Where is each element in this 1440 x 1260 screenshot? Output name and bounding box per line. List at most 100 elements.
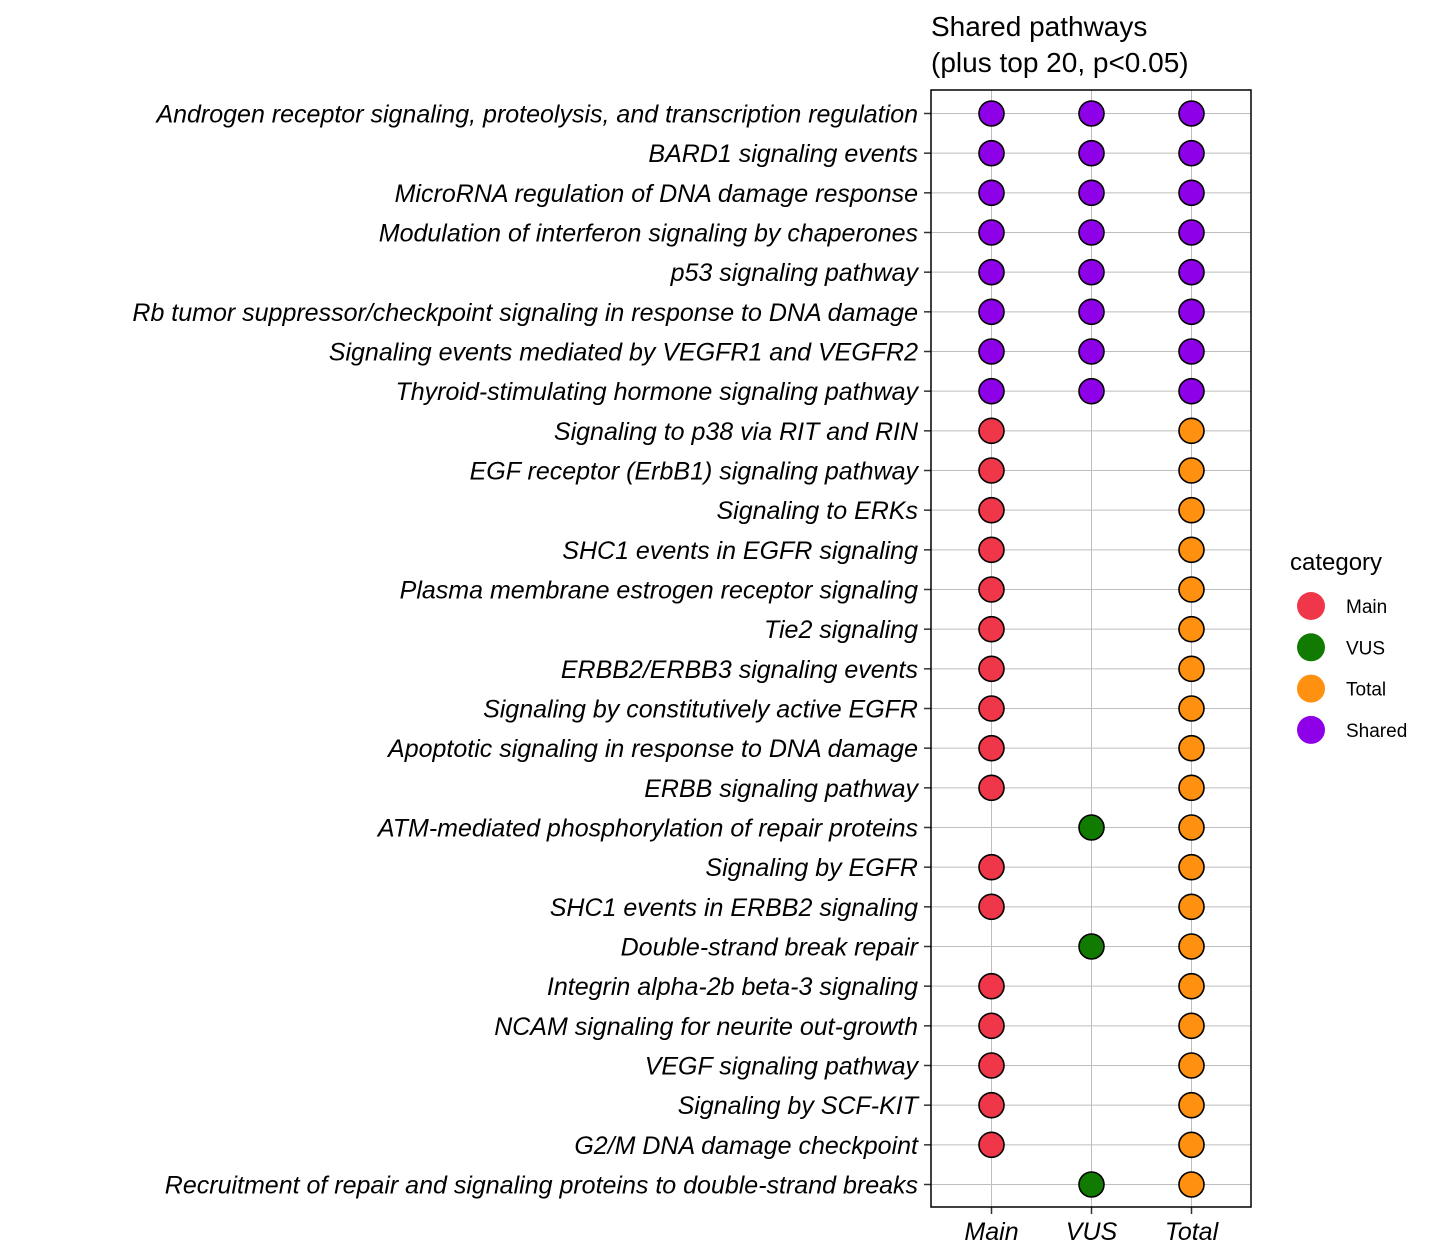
point-main — [978, 695, 1005, 722]
y-tick-label: ATM-mediated phosphorylation of repair p… — [376, 815, 918, 843]
point-shared — [1178, 179, 1205, 207]
point-main — [978, 655, 1005, 683]
point-shared — [978, 100, 1005, 127]
point-shared — [1078, 139, 1105, 167]
gridlines — [924, 90, 1251, 1214]
y-tick-label: p53 signaling pathway — [670, 259, 920, 287]
point-shared — [1178, 100, 1205, 127]
legend-key-total — [1297, 674, 1325, 703]
legend-label: Total — [1346, 680, 1386, 701]
y-axis-labels: Androgen receptor signaling, proteolysis… — [132, 101, 919, 1200]
y-tick-label: Thyroid-stimulating hormone signaling pa… — [396, 378, 920, 406]
point-total — [1178, 1012, 1205, 1040]
legend-label: Main — [1346, 597, 1387, 618]
y-tick-label: G2/M DNA damage checkpoint — [574, 1132, 919, 1160]
point-shared — [1178, 298, 1205, 326]
point-shared — [1078, 219, 1105, 246]
point-main — [978, 576, 1005, 603]
y-tick-label: Tie2 signaling — [764, 616, 918, 644]
point-shared — [978, 219, 1005, 246]
legend-title: category — [1290, 549, 1382, 576]
point-total — [1178, 457, 1205, 484]
point-main — [978, 457, 1005, 484]
point-main — [978, 615, 1005, 643]
legend-key-main — [1297, 592, 1325, 620]
point-total — [1178, 893, 1205, 921]
y-tick-label: VEGF signaling pathway — [645, 1053, 920, 1081]
x-axis-labels: Main VUS Total — [964, 1218, 1219, 1246]
point-main — [978, 774, 1005, 802]
y-tick-label: ERBB signaling pathway — [644, 775, 919, 803]
point-shared — [1078, 377, 1105, 405]
y-tick-label: Signaling by EGFR — [705, 854, 918, 882]
point-shared — [978, 139, 1005, 167]
y-tick-label: Apoptotic signaling in response to DNA d… — [386, 735, 918, 763]
y-tick-label: Modulation of interferon signaling by ch… — [379, 220, 918, 248]
point-total — [1178, 417, 1205, 445]
y-tick-label: Signaling by SCF-KIT — [678, 1092, 920, 1120]
y-tick-label: Double-strand break repair — [621, 934, 920, 962]
point-shared — [978, 179, 1005, 207]
y-tick-label: MicroRNA regulation of DNA damage respon… — [395, 180, 918, 208]
point-shared — [978, 377, 1005, 405]
point-total — [1178, 655, 1205, 683]
y-tick-label: NCAM signaling for neurite out-growth — [494, 1013, 918, 1041]
legend: category Main VUS Total Shared — [1290, 549, 1407, 744]
y-tick-label: Signaling events mediated by VEGFR1 and … — [329, 339, 918, 367]
point-total — [1178, 695, 1205, 722]
point-total — [1178, 814, 1205, 841]
legend-key-shared — [1297, 715, 1325, 744]
point-shared — [1178, 139, 1205, 167]
x-tick-label: Main — [964, 1218, 1018, 1246]
y-tick-label: Signaling by constitutively active EGFR — [483, 696, 918, 724]
point-shared — [1078, 179, 1105, 207]
y-tick-label: Rb tumor suppressor/checkpoint signaling… — [132, 299, 918, 327]
point-shared — [978, 338, 1005, 365]
point-main — [978, 1131, 1005, 1159]
y-tick-label: ERBB2/ERBB3 signaling events — [561, 656, 918, 684]
y-tick-label: Signaling to ERKs — [716, 497, 918, 525]
chart-title-line-2: (plus top 20, p<0.05) — [931, 47, 1189, 78]
panel-border — [930, 89, 1252, 1208]
y-tick-label: Signaling to p38 via RIT and RIN — [554, 418, 919, 446]
point-main — [978, 496, 1005, 524]
point-main — [978, 417, 1005, 445]
legend-key-vus — [1297, 633, 1325, 662]
point-total — [1178, 972, 1205, 1000]
point-shared — [1078, 100, 1105, 127]
data-points — [978, 100, 1205, 1198]
point-shared — [1178, 219, 1205, 246]
point-total — [1178, 1171, 1205, 1198]
point-total — [1178, 774, 1205, 802]
x-tick-label: Total — [1165, 1218, 1220, 1246]
point-total — [1178, 576, 1205, 603]
point-shared — [1078, 338, 1105, 365]
point-shared — [1078, 258, 1105, 286]
point-total — [1178, 1131, 1205, 1159]
point-main — [978, 972, 1005, 1000]
point-total — [1178, 615, 1205, 643]
point-shared — [978, 258, 1005, 286]
point-main — [978, 1012, 1005, 1040]
legend-label: VUS — [1346, 638, 1385, 659]
point-total — [1178, 853, 1205, 881]
point-total — [1178, 536, 1205, 564]
y-tick-label: Recruitment of repair and signaling prot… — [165, 1172, 918, 1200]
chart-title-line-1: Shared pathways — [931, 11, 1147, 42]
y-tick-label: BARD1 signaling events — [648, 140, 918, 168]
point-total — [1178, 933, 1205, 960]
legend-label: Shared — [1346, 721, 1407, 742]
point-main — [978, 734, 1005, 762]
point-main — [978, 1052, 1005, 1079]
point-main — [978, 893, 1005, 921]
y-tick-label: Plasma membrane estrogen receptor signal… — [400, 577, 918, 605]
y-tick-label: Integrin alpha-2b beta-3 signaling — [547, 973, 918, 1001]
point-total — [1178, 496, 1205, 524]
point-shared — [1078, 298, 1105, 326]
point-total — [1178, 1091, 1205, 1119]
point-total — [1178, 1052, 1205, 1079]
point-shared — [1178, 258, 1205, 286]
y-tick-label: Androgen receptor signaling, proteolysis… — [154, 101, 918, 129]
point-main — [978, 536, 1005, 564]
